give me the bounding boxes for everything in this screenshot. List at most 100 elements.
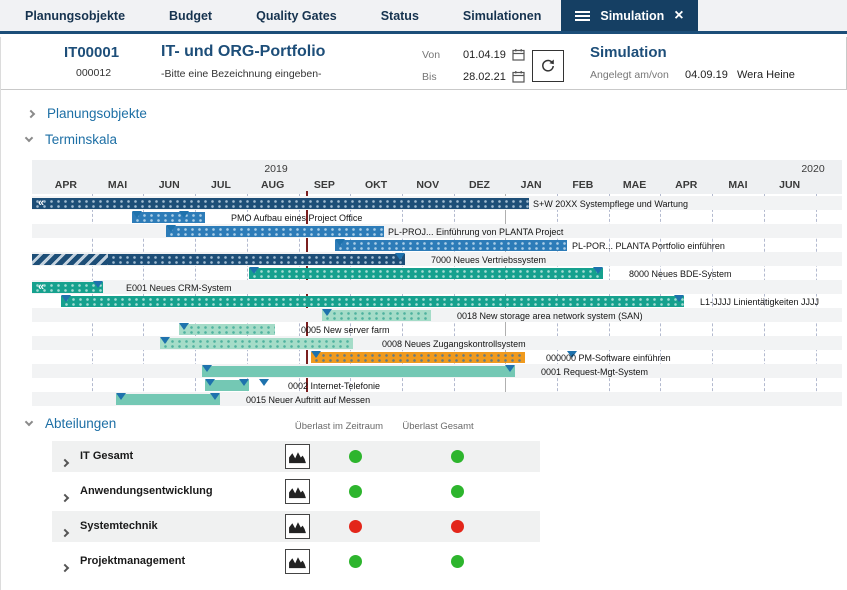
milestone-marker-icon — [116, 393, 126, 400]
bis-label: Bis — [422, 71, 437, 83]
gantt-bar-label: E001 Neues CRM-System — [126, 282, 232, 293]
gantt-bar-label: 0015 Neuer Auftritt auf Messen — [246, 394, 371, 405]
month-label: MAE — [622, 179, 647, 191]
month-label: AUG — [260, 179, 285, 191]
gantt-bar-pl-proj-einf-hr[interactable] — [166, 226, 384, 237]
gantt-row: PL-PROJ... Einführung von PLANTA Project — [32, 224, 842, 238]
column-header-zeitraum: Überlast im Zeitraum — [294, 421, 384, 432]
portfolio-title[interactable]: IT- und ORG-Portfolio — [161, 43, 326, 60]
gantt-bar-7000-neues-vertrie[interactable] — [108, 254, 405, 265]
section-abteilungen[interactable]: Abteilungen — [24, 416, 117, 431]
nav-item-quality-gates[interactable]: Quality Gates — [256, 8, 337, 23]
gantt-bar-label: L1-JJJJ Linientätigkeiten JJJJ — [700, 296, 820, 307]
portfolio-subtitle[interactable]: -Bitte eine Bezeichnung eingeben- — [161, 68, 322, 80]
nav-item-planungsobjekte[interactable]: Planungsobjekte — [25, 8, 126, 23]
section-terminskala[interactable]: Terminskala — [24, 132, 117, 147]
gantt-bar-label: 0002 Internet-Telefonie — [288, 380, 381, 391]
month-label: JUN — [779, 179, 801, 191]
gantt-bar-s-w-20xx-systempfl[interactable] — [32, 198, 529, 209]
gantt-bar-0008-neues-zugangs[interactable] — [160, 338, 353, 349]
month-gridline — [815, 194, 817, 406]
chevron-right-icon[interactable] — [60, 488, 70, 506]
department-label: IT Gesamt — [80, 450, 134, 462]
month-label: APR — [675, 179, 698, 191]
department-row-projektmanagement[interactable]: Projektmanagement — [52, 546, 540, 577]
department-label: Systemtechnik — [80, 520, 158, 532]
gantt-bar-l1-jjjj-linient-ti[interactable] — [61, 296, 684, 307]
chevron-right-icon[interactable] — [60, 453, 70, 471]
nav-item-simulationen[interactable]: Simulationen — [462, 8, 542, 23]
milestone-marker-icon — [505, 365, 515, 372]
milestone-marker-icon — [166, 225, 176, 232]
active-tab-label: Simulation — [600, 8, 665, 23]
status-dot-zeitraum — [349, 520, 362, 533]
gantt-row: 0008 Neues Zugangskontrollsystem — [32, 336, 842, 350]
chevron-right-icon[interactable] — [60, 558, 70, 576]
gantt-chart: 2019 2020 APR MAI JUN JUL AUG SEP OKT NOV DEZ JAN FE… — [32, 160, 842, 412]
von-value[interactable]: 01.04.19 — [463, 49, 506, 61]
gantt-row: 0005 New server farm — [32, 322, 842, 336]
nav-item-status[interactable]: Status — [380, 8, 419, 23]
gantt-row: 0001 Request-Mgt-System — [32, 364, 842, 378]
histogram-button[interactable] — [285, 444, 310, 469]
status-dot-zeitraum — [349, 450, 362, 463]
gantt-bar-0001-request-mgt-s[interactable] — [202, 366, 515, 377]
portfolio-id: IT00001 — [64, 44, 120, 61]
gantt-bar-e001-neues-crm-sys[interactable] — [32, 282, 103, 293]
gantt-bar-0002-internet-tele[interactable] — [205, 380, 249, 391]
bis-value[interactable]: 28.02.21 — [463, 71, 506, 83]
histogram-button[interactable] — [285, 514, 310, 539]
tab-simulation[interactable]: Simulation × — [561, 0, 698, 31]
chevron-down-icon[interactable] — [24, 417, 34, 427]
chevron-down-icon[interactable] — [24, 133, 34, 143]
milestone-marker-icon — [239, 379, 249, 386]
milestone-marker-icon — [311, 351, 321, 358]
histogram-button[interactable] — [285, 549, 310, 574]
milestone-marker-icon — [674, 295, 684, 302]
nav-item-budget[interactable]: Budget — [169, 8, 213, 23]
portfolio-header: IT00001 000012 IT- und ORG-Portfolio -Bi… — [0, 37, 847, 90]
gantt-bar-label: PL-POR... PLANTA Portfolio einführen — [572, 240, 725, 251]
status-dot-gesamt — [451, 520, 464, 533]
gantt-bar-label: 0018 New storage area network system (SA… — [457, 310, 643, 321]
gantt-row: PL-POR... PLANTA Portfolio einführen — [32, 238, 842, 252]
department-row-it-gesamt[interactable]: IT Gesamt — [52, 441, 540, 472]
gantt-row: L1-JJJJ Linientätigkeiten JJJJ — [32, 294, 842, 308]
gantt-bar-0005-new-server-fa[interactable] — [179, 324, 275, 335]
chevron-right-icon[interactable] — [60, 523, 70, 541]
milestone-marker-icon — [249, 267, 259, 274]
gantt-bar-000000-pm-software[interactable] — [311, 352, 525, 363]
close-icon[interactable]: × — [674, 6, 684, 24]
hamburger-icon[interactable] — [575, 10, 591, 21]
gantt-row: « E001 Neues CRM-System — [32, 280, 842, 294]
department-row-anwendungsentwicklung[interactable]: Anwendungsentwicklung — [52, 476, 540, 507]
calendar-icon[interactable] — [512, 48, 525, 61]
section-planungsobjekte[interactable]: Planungsobjekte — [26, 106, 147, 121]
status-dot-gesamt — [451, 450, 464, 463]
histogram-icon — [289, 557, 306, 569]
timeline-header — [32, 160, 842, 194]
department-row-systemtechnik[interactable]: Systemtechnik — [52, 511, 540, 542]
gantt-bar-0018-new-storage-a[interactable] — [322, 310, 431, 321]
histogram-button[interactable] — [285, 479, 310, 504]
gantt-bar-8000-neues-bde-sys[interactable] — [249, 268, 603, 279]
month-label: JAN — [520, 179, 542, 191]
gantt-bar-pl-por-planta-p[interactable] — [335, 240, 567, 251]
histogram-icon — [289, 487, 306, 499]
top-nav: Planungsobjekte Budget Quality Gates Status… — [0, 0, 847, 34]
milestone-marker-icon — [93, 281, 103, 288]
section-title: Abteilungen — [45, 416, 117, 431]
month-label: APR — [54, 179, 77, 191]
gantt-bar-label: S+W 20XX Systempflege und Wartung — [533, 198, 688, 209]
month-label: JUN — [158, 179, 180, 191]
month-label: JUL — [211, 179, 231, 191]
refresh-button[interactable] — [532, 50, 564, 82]
gantt-bar-0015-neuer-auftrit[interactable] — [116, 394, 220, 405]
column-header-gesamt: Überlast Gesamt — [402, 421, 474, 432]
status-dot-gesamt — [451, 555, 464, 568]
calendar-icon[interactable] — [512, 70, 525, 83]
milestone-marker-icon — [179, 323, 189, 330]
gantt-bar-pmo-aufbau-eines-p[interactable] — [132, 212, 205, 223]
chevron-right-icon[interactable] — [26, 109, 36, 118]
month-gridline — [712, 194, 714, 406]
